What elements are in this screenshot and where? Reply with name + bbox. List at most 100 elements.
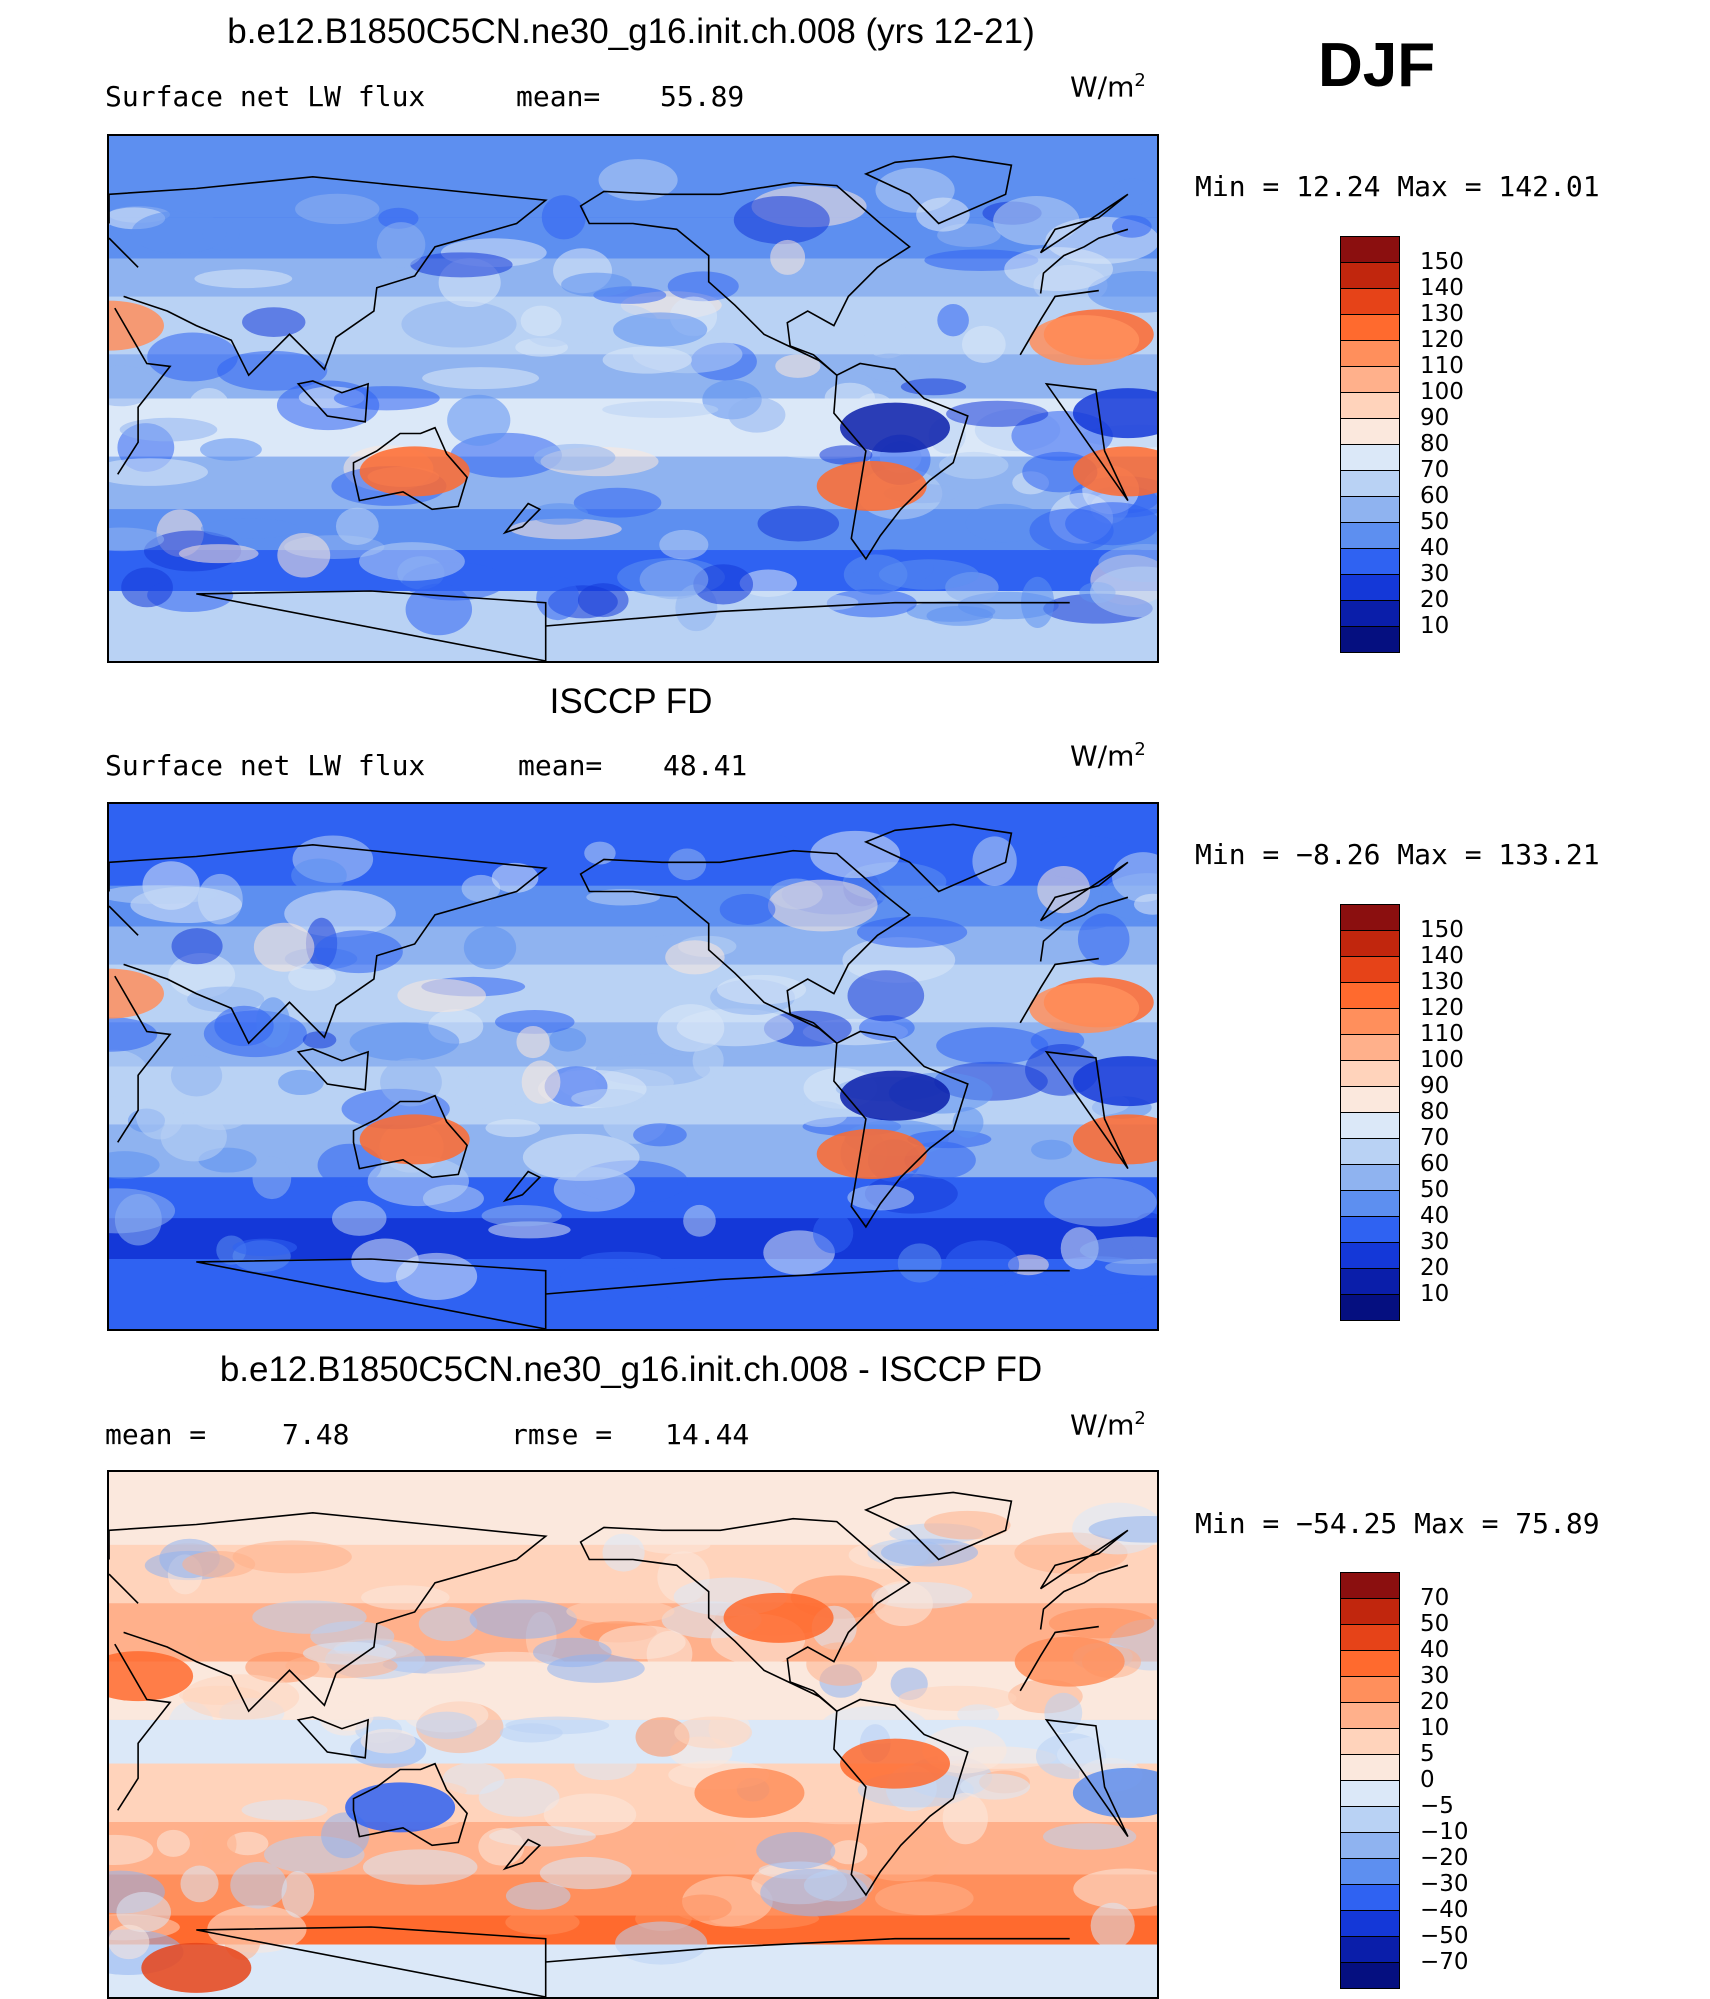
coastline: [579, 849, 911, 1044]
map-field-patch: [422, 1664, 540, 1692]
map-field-patch: [847, 1184, 915, 1211]
map-field-patch: [806, 1642, 878, 1686]
colorbar-box: [1340, 1086, 1400, 1113]
map-field-patch: [561, 272, 632, 297]
map-field-patch: [633, 1123, 687, 1147]
map-field-patch: [716, 974, 807, 1005]
map-field-patch: [824, 382, 875, 413]
map-field-patch: [461, 874, 501, 903]
map-field-patch: [178, 544, 259, 564]
map-field-patch: [314, 930, 403, 974]
map-field-patch: [792, 594, 859, 611]
map-field-patch: [952, 1106, 984, 1138]
colorbar-label: 90: [1420, 405, 1450, 431]
map-field-patch: [916, 197, 970, 232]
map-field-patch: [335, 507, 379, 545]
map-field-patch: [214, 1005, 274, 1047]
coastline: [196, 590, 1070, 661]
colorbar-box: [1340, 1034, 1400, 1061]
colorbar-label: 10: [1420, 1281, 1450, 1307]
map-field-patch: [673, 1894, 732, 1922]
colorbar-box: [1340, 314, 1400, 341]
map-field-patch: [789, 1806, 904, 1825]
colorbar-box: [1340, 1884, 1400, 1911]
map-field-patch: [380, 1058, 442, 1107]
map-field-patch: [232, 1238, 298, 1257]
map-field-patch: [639, 559, 709, 600]
map-field-patch: [109, 1188, 176, 1234]
map-hotspot: [1029, 315, 1140, 366]
map-field-patch: [291, 858, 347, 893]
map-field-patch: [226, 1831, 269, 1856]
map-hotspot: [840, 1738, 950, 1789]
map-field-patch: [362, 1849, 478, 1885]
colorbar-box: [1340, 1598, 1400, 1625]
colorbar-box: [1340, 1060, 1400, 1087]
colorbar-label: 120: [1420, 995, 1464, 1021]
panel-1-mean-label: mean=: [516, 80, 601, 113]
coastline: [502, 1838, 542, 1871]
map-field-patch: [252, 1156, 292, 1200]
map-field-patch: [878, 559, 979, 590]
map-field-patch: [659, 529, 709, 560]
map-field-patch: [278, 1069, 324, 1096]
map-field-patch: [571, 1088, 647, 1108]
map-field-patch: [185, 298, 255, 318]
coastline: [196, 1258, 1070, 1329]
colorbar-label: 70: [1420, 457, 1450, 483]
map-field-patch: [200, 438, 262, 461]
panel-3-rmse-label: rmse =: [511, 1418, 613, 1451]
map-hotspot: [359, 446, 470, 497]
map-field-patch: [863, 320, 911, 359]
map-field-patch: [536, 576, 580, 621]
map-field-patch: [509, 518, 622, 540]
map-field-patch: [770, 239, 806, 275]
map-field-patch: [577, 583, 629, 618]
map-hotspot: [816, 461, 927, 511]
map-field-patch: [147, 332, 238, 382]
colorbar-box: [1340, 1858, 1400, 1885]
coastline: [109, 861, 1129, 962]
map-field-patch: [333, 386, 440, 411]
season-label: DJF: [1318, 31, 1436, 100]
panel-2-title: ISCCP FD: [549, 682, 713, 721]
colorbar-box: [1340, 496, 1400, 523]
coastline: [579, 1517, 911, 1712]
map-field-patch: [397, 978, 486, 1013]
colorbar-box: [1340, 288, 1400, 315]
map-field-patch: [416, 1711, 477, 1740]
map-field-patch: [946, 400, 1049, 427]
map-field-patch: [598, 159, 678, 201]
map-field-patch: [469, 1599, 577, 1639]
map-field-patch: [1090, 1902, 1135, 1949]
map-field-patch: [584, 841, 616, 865]
colorbar-box: [1340, 574, 1400, 601]
colorbar-box: [1340, 1112, 1400, 1139]
coastline: [502, 1170, 542, 1203]
map-field-patch: [821, 1706, 928, 1744]
colorbar-label: 60: [1420, 483, 1450, 509]
map-field-patch: [1090, 566, 1157, 618]
coastline: [833, 1698, 969, 1897]
colorbar-box: [1340, 1216, 1400, 1243]
map-field-patch: [539, 1856, 632, 1890]
colorbar-label: 100: [1420, 379, 1464, 405]
map-hotspot: [723, 1592, 834, 1643]
panel-3-min-max: Min = −54.25 Max = 75.89: [1195, 1507, 1600, 1540]
colorbar-box: [1340, 366, 1400, 393]
map-field-patch: [521, 1060, 561, 1104]
map-field-patch: [121, 567, 173, 608]
map-field-patch: [566, 1599, 675, 1624]
map-field-patch: [171, 928, 223, 965]
map-field-patch: [668, 1828, 736, 1860]
map-field-patch: [965, 503, 1045, 543]
coastline: [352, 1762, 468, 1847]
colorbar-box: [1340, 1832, 1400, 1859]
map-field-patch: [757, 505, 840, 542]
map-field-patch: [756, 1832, 836, 1870]
colorbar-label: 40: [1420, 535, 1450, 561]
map-field-patch: [505, 1909, 580, 1935]
map-field-patch: [241, 1799, 328, 1821]
map-field-patch: [942, 1792, 988, 1845]
colorbar-box: [1340, 1650, 1400, 1677]
